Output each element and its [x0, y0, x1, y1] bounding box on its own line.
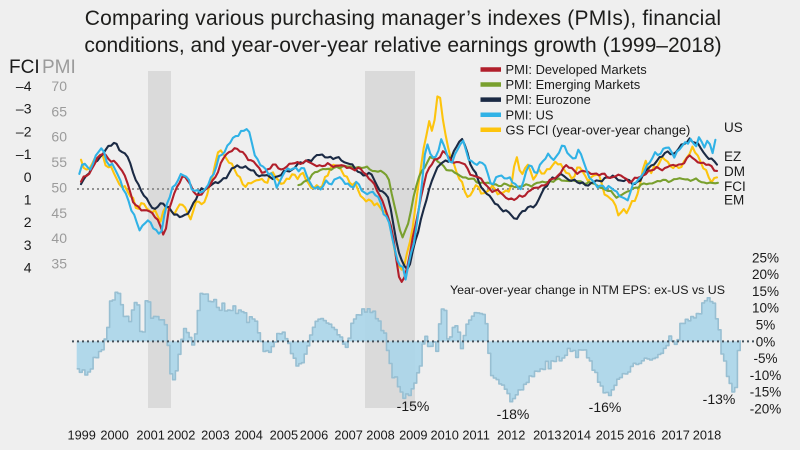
svg-text:Year-over-year change in NTM E: Year-over-year change in NTM EPS: ex-US … [450, 283, 725, 297]
svg-text:GS FCI (year-over-year change): GS FCI (year-over-year change) [506, 122, 691, 137]
svg-text:70: 70 [51, 78, 67, 94]
svg-text:PMI: US: PMI: US [506, 107, 554, 122]
svg-text:2000: 2000 [100, 428, 128, 443]
svg-text:-16%: -16% [589, 399, 622, 415]
svg-text:-13%: -13% [703, 391, 736, 407]
svg-text:35: 35 [51, 256, 67, 272]
svg-text:15%: 15% [752, 284, 779, 299]
svg-text:2003: 2003 [201, 428, 229, 443]
svg-text:2016: 2016 [627, 428, 655, 443]
svg-text:2006: 2006 [300, 428, 328, 443]
svg-text:0: 0 [24, 169, 32, 185]
svg-text:20%: 20% [752, 267, 779, 282]
svg-text:EM: EM [724, 193, 744, 208]
svg-text:2004: 2004 [234, 428, 262, 443]
svg-text:45: 45 [51, 205, 67, 221]
svg-text:2007: 2007 [334, 428, 362, 443]
svg-text:2018: 2018 [693, 428, 721, 443]
svg-text:0%: 0% [756, 334, 776, 349]
svg-text:2005: 2005 [270, 428, 298, 443]
svg-text:2009: 2009 [399, 428, 427, 443]
svg-text:DM: DM [724, 164, 745, 179]
svg-text:2011: 2011 [462, 428, 490, 443]
svg-text:FCI: FCI [724, 179, 746, 194]
svg-text:5%: 5% [756, 317, 776, 332]
svg-text:-15%: -15% [397, 398, 430, 414]
svg-text:50: 50 [51, 179, 67, 195]
svg-text:2013: 2013 [533, 428, 561, 443]
svg-text:3: 3 [24, 237, 32, 253]
svg-text:–2: –2 [16, 123, 32, 139]
svg-text:PMI: Emerging Markets: PMI: Emerging Markets [506, 77, 641, 92]
svg-text:2014: 2014 [563, 428, 591, 443]
svg-text:2012: 2012 [497, 428, 525, 443]
svg-text:1: 1 [24, 192, 32, 208]
svg-text:10%: 10% [752, 301, 779, 316]
svg-text:2015: 2015 [596, 428, 624, 443]
svg-text:–3: –3 [16, 101, 32, 117]
svg-text:PMI: Developed Markets: PMI: Developed Markets [506, 62, 647, 77]
svg-text:60: 60 [51, 129, 67, 145]
svg-text:65: 65 [51, 103, 67, 119]
svg-text:2: 2 [24, 214, 32, 230]
svg-text:-18%: -18% [497, 406, 530, 422]
svg-text:conditions, and year-over-year: conditions, and year-over-year relative … [84, 34, 721, 57]
svg-text:–4: –4 [16, 78, 32, 94]
svg-text:25%: 25% [752, 250, 779, 265]
svg-text:4: 4 [24, 260, 32, 276]
svg-text:40: 40 [51, 230, 67, 246]
svg-text:FCI: FCI [9, 57, 40, 78]
svg-text:PMI: Eurozone: PMI: Eurozone [506, 92, 591, 107]
svg-text:-5%: -5% [753, 351, 777, 366]
svg-text:2017: 2017 [661, 428, 689, 443]
svg-text:US: US [724, 120, 743, 135]
svg-text:55: 55 [51, 154, 67, 170]
svg-text:PMI: PMI [42, 57, 76, 78]
svg-text:Comparing various purchasing m: Comparing various purchasing manager’s i… [85, 7, 721, 30]
svg-text:2002: 2002 [167, 428, 195, 443]
svg-text:2001: 2001 [136, 428, 164, 443]
svg-text:1999: 1999 [67, 428, 95, 443]
svg-text:-15%: -15% [750, 385, 782, 400]
svg-text:2008: 2008 [366, 428, 394, 443]
svg-text:-20%: -20% [750, 401, 782, 416]
svg-text:2010: 2010 [430, 428, 458, 443]
svg-text:-10%: -10% [750, 368, 782, 383]
svg-text:EZ: EZ [724, 149, 741, 164]
svg-text:–1: –1 [16, 146, 32, 162]
